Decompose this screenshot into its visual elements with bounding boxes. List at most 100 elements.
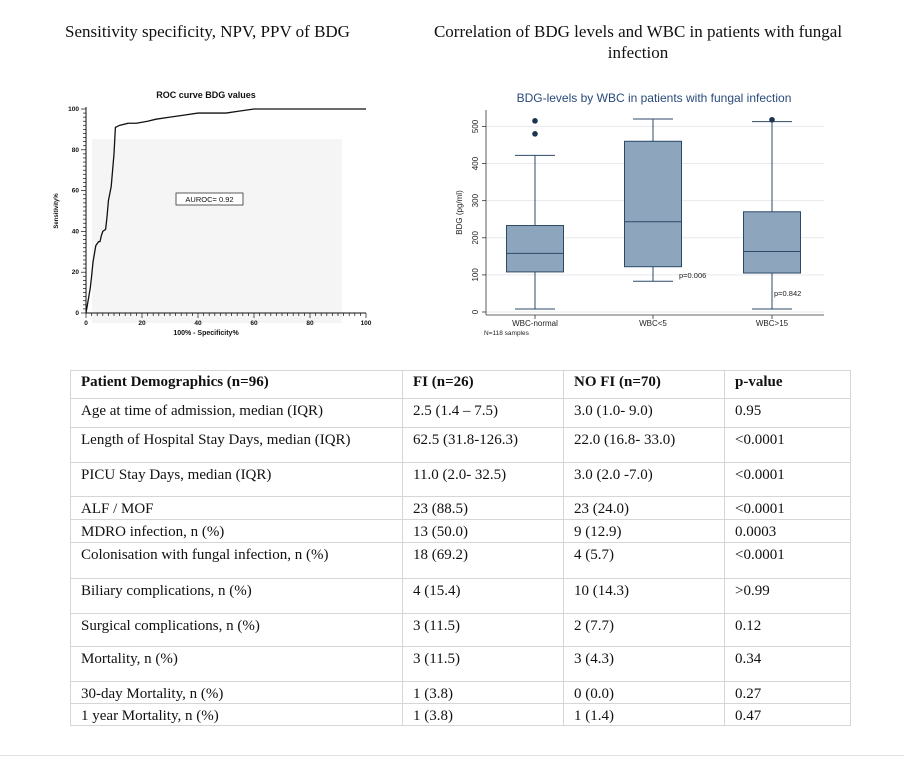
table-header-row: Patient Demographics (n=96) FI (n=26) NO… xyxy=(70,370,851,399)
header-pvalue: p-value xyxy=(724,370,851,399)
iqr-box xyxy=(624,140,682,268)
pvalue-label: p=0.006 xyxy=(679,271,706,280)
roc-y-tick-label: 100 xyxy=(68,106,79,113)
cell-label: Colonisation with fungal infection, n (%… xyxy=(70,542,403,579)
cell-label: Mortality, n (%) xyxy=(70,646,403,682)
table-row: Biliary complications, n (%) 4 (15.4) 10 (… xyxy=(70,578,851,614)
cell-no-fi: 0 (0.0) xyxy=(563,681,725,704)
cell-fi: 2.5 (1.4 – 7.5) xyxy=(402,398,564,428)
cell-pvalue: <0.0001 xyxy=(724,462,851,497)
box-y-label: BDG (pg/ml) xyxy=(455,190,464,235)
roc-x-tick-label: 60 xyxy=(250,320,258,327)
cell-label: PICU Stay Days, median (IQR) xyxy=(70,462,403,497)
box-group xyxy=(624,118,682,282)
table-row: Age at time of admission, median (IQR) 2.… xyxy=(70,398,851,428)
table-row: Colonisation with fungal infection, n (%… xyxy=(70,542,851,579)
cell-fi: 23 (88.5) xyxy=(402,496,564,520)
demographics-table: Patient Demographics (n=96) FI (n=26) NO… xyxy=(70,370,851,726)
table-row: ALF / MOF 23 (88.5) 23 (24.0) <0.0001 xyxy=(70,496,851,520)
roc-x-tick-label: 20 xyxy=(138,320,146,327)
roc-y-tick-label: 60 xyxy=(72,188,80,195)
roc-y-tick-label: 0 xyxy=(75,310,79,317)
cell-no-fi: 3 (4.3) xyxy=(563,646,725,682)
header-demographics: Patient Demographics (n=96) xyxy=(70,370,403,399)
box-group xyxy=(743,116,801,310)
outlier-point xyxy=(532,131,538,137)
cell-pvalue: <0.0001 xyxy=(724,427,851,463)
cell-label: Biliary complications, n (%) xyxy=(70,578,403,614)
cell-no-fi: 3.0 (2.0 -7.0) xyxy=(563,462,725,497)
auroc-annotation: AUROC= 0.92 xyxy=(175,192,244,206)
cell-fi: 18 (69.2) xyxy=(402,542,564,579)
roc-section-heading: Sensitivity specificity, NPV, PPV of BDG xyxy=(65,22,350,41)
roc-y-tick-label: 80 xyxy=(72,147,80,154)
cell-fi: 3 (11.5) xyxy=(402,646,564,682)
cell-fi: 4 (15.4) xyxy=(402,578,564,614)
cell-no-fi: 1 (1.4) xyxy=(563,703,725,726)
auroc-label: AUROC= 0.92 xyxy=(185,195,233,204)
cell-label: ALF / MOF xyxy=(70,496,403,520)
roc-x-tick-label: 80 xyxy=(306,320,314,327)
cell-fi: 13 (50.0) xyxy=(402,519,564,543)
category-label: WBC>15 xyxy=(756,319,789,328)
box-y-tick-label: 200 xyxy=(471,231,480,245)
iqr-box xyxy=(743,211,801,274)
box-y-tick-label: 400 xyxy=(471,156,480,170)
cell-pvalue: >0.99 xyxy=(724,578,851,614)
cell-pvalue: 0.12 xyxy=(724,613,851,647)
box-group xyxy=(506,118,564,310)
outlier-point xyxy=(532,118,538,124)
cell-fi: 62.5 (31.8-126.3) xyxy=(402,427,564,463)
roc-y-tick-label: 40 xyxy=(72,228,80,235)
table-row: Surgical complications, n (%) 3 (11.5) 2 (… xyxy=(70,613,851,647)
pvalue-label: p=0.842 xyxy=(774,289,801,298)
table-row: 30-day Mortality, n (%) 1 (3.8) 0 (0.0) 0.2… xyxy=(70,681,851,704)
cell-label: 1 year Mortality, n (%) xyxy=(70,703,403,726)
box-y-tick-label: 500 xyxy=(471,119,480,133)
iqr-box xyxy=(506,225,564,273)
box-section-heading: Correlation of BDG levels and WBC in pat… xyxy=(433,22,843,62)
cell-no-fi: 9 (12.9) xyxy=(563,519,725,543)
cell-no-fi: 23 (24.0) xyxy=(563,496,725,520)
header-no-fi: NO FI (n=70) xyxy=(563,370,725,399)
cell-no-fi: 4 (5.7) xyxy=(563,542,725,579)
table-row: Length of Hospital Stay Days, median (IQ… xyxy=(70,427,851,463)
cell-pvalue: <0.0001 xyxy=(724,542,851,579)
outlier-point xyxy=(769,116,775,123)
roc-chart: ROC curve BDG values 0 20 40 60 80 100 0 20 40 60 8… xyxy=(54,90,372,337)
bottom-divider xyxy=(0,755,904,756)
table-body: Age at time of admission, median (IQR) 2.… xyxy=(70,398,851,726)
table-row: Mortality, n (%) 3 (11.5) 3 (4.3) 0.34 xyxy=(70,646,851,682)
cell-fi: 1 (3.8) xyxy=(402,703,564,726)
auroc-box xyxy=(175,192,244,206)
box-y-tick-label: 300 xyxy=(471,193,480,207)
category-label: WBC<5 xyxy=(639,319,667,328)
cell-pvalue: 0.0003 xyxy=(724,519,851,543)
cell-label: Age at time of admission, median (IQR) xyxy=(70,398,403,428)
boxplot-chart: BDG-levels by WBC in patients with funga… xyxy=(455,91,824,337)
table-row: MDRO infection, n (%) 13 (50.0) 9 (12.9) 0.… xyxy=(70,519,851,543)
cell-no-fi: 10 (14.3) xyxy=(563,578,725,614)
cell-pvalue: 0.27 xyxy=(724,681,851,704)
plot-shadow xyxy=(92,139,342,323)
header-fi: FI (n=26) xyxy=(402,370,564,399)
cell-fi: 11.0 (2.0- 32.5) xyxy=(402,462,564,497)
sample-note: N=118 samples xyxy=(484,330,530,337)
cell-pvalue: 0.95 xyxy=(724,398,851,428)
cell-label: MDRO infection, n (%) xyxy=(70,519,403,543)
box-y-tick-label: 100 xyxy=(471,268,480,282)
table-row: 1 year Mortality, n (%) 1 (3.8) 1 (1.4) 0.4… xyxy=(70,703,851,726)
cell-label: Surgical complications, n (%) xyxy=(70,613,403,647)
roc-y-label: Sensitivity% xyxy=(54,193,60,229)
cell-pvalue: 0.34 xyxy=(724,646,851,682)
cell-no-fi: 2 (7.7) xyxy=(563,613,725,647)
cell-label: Length of Hospital Stay Days, median (IQ… xyxy=(70,427,403,463)
cell-label: 30-day Mortality, n (%) xyxy=(70,681,403,704)
cell-no-fi: 3.0 (1.0- 9.0) xyxy=(563,398,725,428)
table-header: Patient Demographics (n=96) FI (n=26) NO… xyxy=(70,370,851,399)
box-title: BDG-levels by WBC in patients with funga… xyxy=(517,91,792,105)
roc-x-tick-label: 40 xyxy=(194,320,202,327)
roc-x-tick-label: 0 xyxy=(84,320,88,327)
cell-pvalue: <0.0001 xyxy=(724,496,851,520)
cell-pvalue: 0.47 xyxy=(724,703,851,726)
